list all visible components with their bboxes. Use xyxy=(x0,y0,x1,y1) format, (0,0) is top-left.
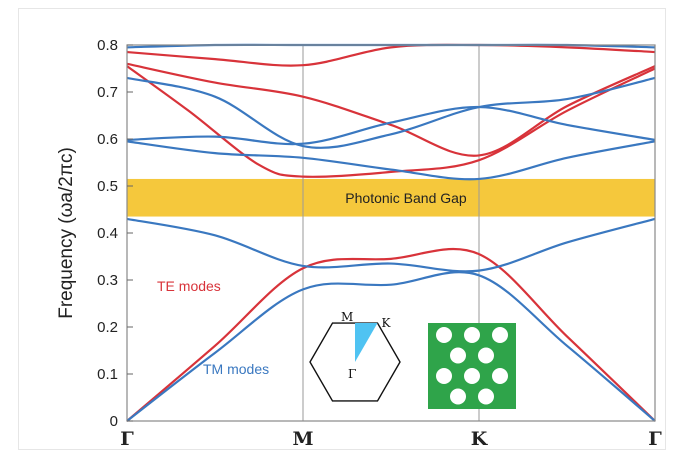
y-axis-label: Frequency (ωa/2πc) xyxy=(56,147,77,319)
irreducible-wedge xyxy=(355,323,378,362)
y-tick-label: 0 xyxy=(110,413,118,430)
bz-label-m: M xyxy=(341,310,353,324)
lattice-hole xyxy=(464,327,480,343)
figure-frame xyxy=(18,8,666,450)
lattice-hole xyxy=(478,347,494,364)
y-tick-label: 0.7 xyxy=(97,84,118,101)
y-tick-label: 0.3 xyxy=(97,272,118,289)
lattice-hole xyxy=(450,347,466,364)
y-tick-label: 0.4 xyxy=(97,225,118,242)
band-gap-label: Photonic Band Gap xyxy=(345,190,467,206)
x-tick-label: Γ xyxy=(648,428,662,450)
te-modes-label: TE modes xyxy=(157,278,221,294)
te-band-1 xyxy=(126,247,656,422)
bz-label-k: K xyxy=(382,316,392,330)
lattice-hole xyxy=(492,327,508,343)
y-tick-label: 0.5 xyxy=(97,178,118,195)
x-tick-label: M xyxy=(292,428,313,450)
te-band-3 xyxy=(126,62,656,157)
te-band-4 xyxy=(126,43,656,67)
tm-band-2 xyxy=(126,217,656,273)
lattice-hole xyxy=(436,327,452,343)
x-tick-label: K xyxy=(471,428,489,450)
lattice-hole xyxy=(450,388,466,405)
tm-modes-label: TM modes xyxy=(203,361,269,377)
y-tick-label: 0.1 xyxy=(97,366,118,383)
y-tick-label: 0.8 xyxy=(97,37,118,54)
tm-band-5 xyxy=(126,76,656,149)
tm-band-4 xyxy=(126,105,656,146)
te-band-2 xyxy=(126,65,656,178)
band-gap-region xyxy=(127,178,655,217)
tm-band-1 xyxy=(126,271,656,422)
lattice-hole xyxy=(436,368,452,384)
x-tick-label: Γ xyxy=(120,428,134,450)
lattice-hole xyxy=(464,368,480,384)
lattice-hole xyxy=(492,368,508,384)
tm-band-3 xyxy=(126,140,656,181)
y-tick-label: 0.2 xyxy=(97,319,118,336)
lattice-hole xyxy=(478,388,494,405)
bz-label-gamma: Γ xyxy=(348,367,356,381)
y-tick-label: 0.6 xyxy=(97,131,118,148)
